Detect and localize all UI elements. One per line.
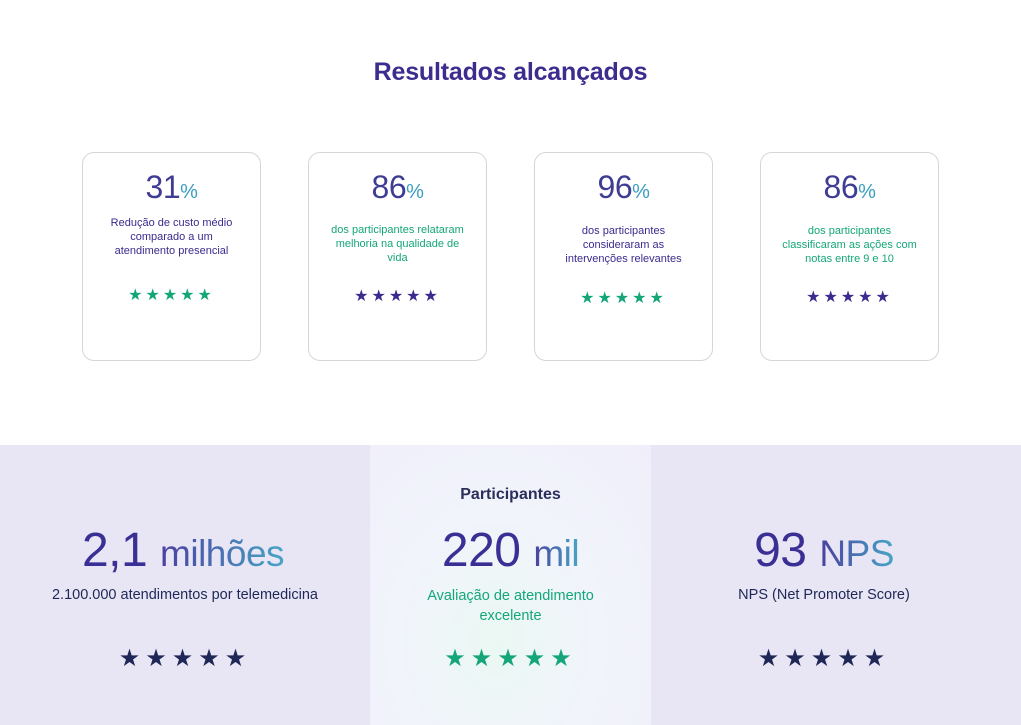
percent-sign: % <box>180 181 198 203</box>
stat-unit: NPS <box>819 533 894 574</box>
card-percentage: 31% <box>83 169 260 206</box>
card-description: dos participantes classificaram as ações… <box>782 225 917 265</box>
star-rating-icon: ★★★★★ <box>128 287 215 304</box>
stat-description: NPS (Net Promoter Score) <box>738 587 910 603</box>
card-value: 86 <box>371 169 407 205</box>
star-rating-icon: ★★★★★ <box>806 289 893 306</box>
stat-description: 2.100.000 atendimentos por telemedicina <box>51 587 318 603</box>
card-percentage: 86% <box>761 169 938 206</box>
result-card-scores: 86% dos participantes classificaram as a… <box>760 152 939 361</box>
card-percentage: 86% <box>309 169 486 206</box>
card-description: Redução de custo médio comparado a um at… <box>110 217 233 257</box>
stat-number: 220 <box>441 524 521 577</box>
result-card-quality: 86% dos participantes relataram melhoria… <box>308 152 487 361</box>
result-card-relevance: 96% dos participantes consideraram as in… <box>534 152 713 361</box>
stat-value: 93 NPS <box>639 523 1009 578</box>
stats-band: 2,1 milhões 2.100.000 atendimentos por t… <box>0 445 1021 725</box>
stat-value: 220 mil <box>370 523 651 578</box>
stat-number: 2,1 <box>81 524 148 577</box>
card-description: dos participantes relataram melhoria na … <box>331 224 464 264</box>
stat-panel-participants: Participantes 220 mil Avaliação de atend… <box>370 445 651 725</box>
stat-unit: milhões <box>160 533 285 574</box>
title-regular: Resultados <box>373 58 514 86</box>
star-rating-icon: ★★★★★ <box>444 645 577 672</box>
card-value: 86 <box>823 169 859 205</box>
card-value: 96 <box>597 169 633 205</box>
star-rating-icon: ★★★★★ <box>118 645 252 672</box>
panel-heading: Participantes <box>460 486 561 503</box>
stat-panel-telemedicine: 2,1 milhões 2.100.000 atendimentos por t… <box>0 445 370 725</box>
star-rating-icon: ★★★★★ <box>354 288 441 305</box>
percent-sign: % <box>406 181 424 203</box>
title-bold: alcançados <box>513 58 648 86</box>
stat-panel-nps: 93 NPS NPS (Net Promoter Score) ★★★★★ <box>651 445 1021 725</box>
page-title: Resultados alcançados <box>0 58 1021 87</box>
star-rating-icon: ★★★★★ <box>757 645 891 672</box>
stat-description: Avaliação de atendimento excelente <box>427 588 594 624</box>
card-description: dos participantes consideraram as interv… <box>565 225 682 265</box>
percent-sign: % <box>858 181 876 203</box>
stat-value: 2,1 milhões <box>0 523 368 578</box>
star-rating-icon: ★★★★★ <box>580 290 667 307</box>
stat-number: 93 <box>754 524 807 577</box>
card-value: 31 <box>145 169 181 205</box>
result-card-cost: 31% Redução de custo médio comparado a u… <box>82 152 261 361</box>
percent-sign: % <box>632 181 650 203</box>
card-percentage: 96% <box>535 169 712 206</box>
stat-unit: mil <box>533 533 580 574</box>
